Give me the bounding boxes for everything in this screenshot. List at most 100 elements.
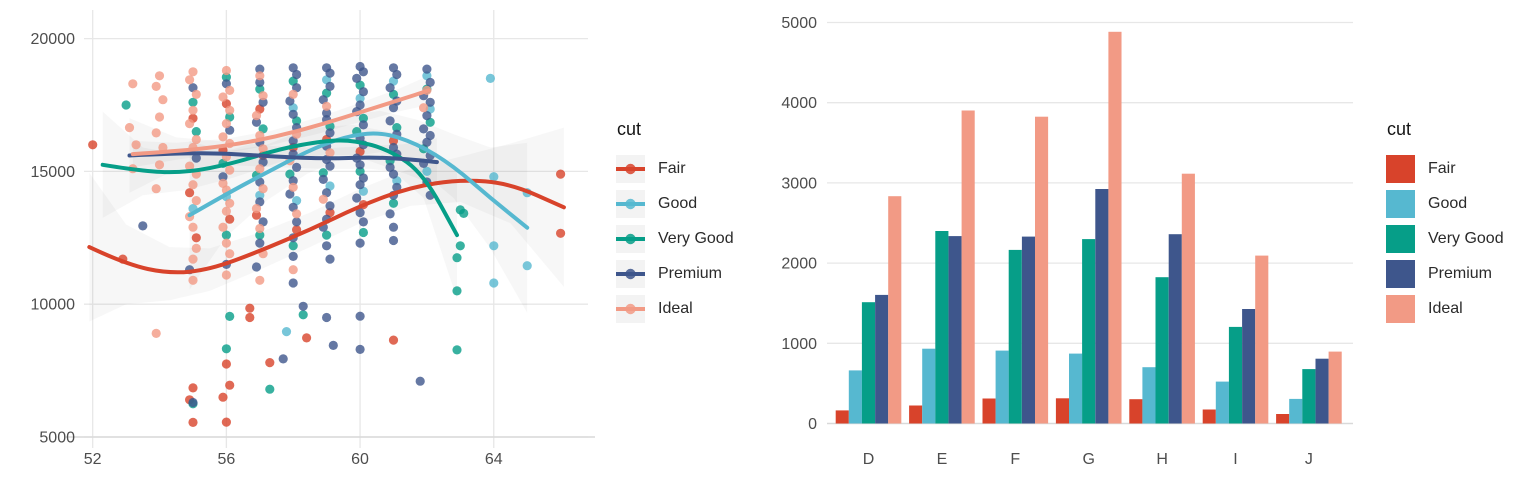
bar (935, 231, 949, 424)
legend-label: Fair (658, 159, 686, 177)
legend-key-line-dot-icon (616, 294, 645, 323)
bar (1129, 399, 1143, 424)
legend-label: Ideal (658, 299, 693, 317)
bar (948, 236, 962, 424)
bar (1289, 398, 1303, 424)
smooth-line-premium (127, 151, 439, 165)
legend-item-ideal: Ideal (1386, 291, 1504, 326)
category-label: G (1082, 451, 1094, 468)
legend-key-line-dot-icon (616, 259, 645, 288)
smooth-line-good (187, 131, 530, 230)
scatter-legend-title: cut (617, 119, 642, 139)
legend-key-line-dot-icon (616, 154, 645, 183)
bar (1328, 351, 1342, 424)
legend-item-fair: Fair (1386, 151, 1504, 186)
bar (848, 370, 862, 424)
x-tick-label: 52 (84, 451, 102, 468)
y-tick-label: 20000 (31, 31, 76, 48)
smooth-line-fair (87, 178, 566, 275)
bar (1055, 398, 1070, 424)
bar (982, 398, 996, 424)
y-tick-label: 1000 (781, 336, 817, 353)
legend-label: Good (1428, 194, 1468, 212)
x-tick-label: 64 (485, 451, 503, 468)
points-ideal (124, 65, 432, 338)
bars-very-good (861, 231, 1316, 424)
bar (1242, 309, 1256, 424)
legend-item-ideal: Ideal (616, 291, 734, 326)
bar (1142, 367, 1156, 424)
legend-label: Premium (1428, 264, 1493, 282)
y-tick-label: 15000 (31, 164, 76, 181)
category-label: H (1156, 451, 1168, 468)
legend-label: Premium (658, 264, 723, 282)
legend-label: Good (658, 194, 698, 212)
bar (1155, 277, 1169, 424)
legend-item-premium: Premium (1386, 256, 1504, 291)
smooth-line-ideal (130, 88, 431, 157)
legend-item-good: Good (1386, 186, 1504, 221)
category-label: I (1233, 451, 1237, 468)
bar (1255, 255, 1269, 424)
legend-key-swatch-icon (1386, 154, 1415, 183)
bar (1202, 409, 1216, 424)
bar-x-tick-labels: D E F G H I J (863, 451, 1313, 468)
legend-key-swatch-icon (1386, 189, 1415, 218)
bar (1069, 353, 1083, 424)
y-tick-label: 3000 (781, 175, 817, 192)
bar (1228, 326, 1243, 424)
bar (875, 294, 889, 424)
bars-premium (875, 189, 1329, 424)
bar (1108, 31, 1122, 424)
y-tick-label: 10000 (31, 297, 76, 314)
bar (835, 410, 849, 424)
bar (1181, 173, 1195, 424)
bar-y-tick-labels: 0 1000 2000 3000 4000 5000 (781, 15, 817, 433)
y-tick-label: 5000 (781, 15, 817, 32)
bar (1315, 358, 1329, 424)
scatter-legend-items: Fair Good Very Good Premium Ideal (616, 151, 734, 326)
bar (1082, 239, 1096, 424)
bar-legend: cut Fair Good Very Good Premium Ideal (1386, 119, 1504, 326)
bar-chart: D E F G H I J 0 1000 2000 3000 4000 5000 (781, 15, 1353, 468)
y-tick-label: 4000 (781, 95, 817, 112)
scatter-x-tick-labels: 52 56 60 64 (84, 451, 503, 468)
bars-good (848, 348, 1303, 424)
category-label: D (863, 451, 875, 468)
legend-item-good: Good (616, 186, 734, 221)
bar (909, 405, 923, 424)
y-tick-label: 2000 (781, 256, 817, 273)
bar (888, 196, 902, 424)
legend-key-swatch-icon (1386, 224, 1415, 253)
legend-item-fair: Fair (616, 151, 734, 186)
scatter-chart: 52 56 60 64 5000 10000 15000 20000 (31, 10, 595, 468)
bar (922, 348, 936, 424)
bar (1302, 369, 1316, 424)
category-label: E (937, 451, 948, 468)
category-label: F (1010, 451, 1020, 468)
legend-label: Very Good (1428, 229, 1504, 247)
legend-key-swatch-icon (1386, 259, 1415, 288)
bar (1021, 236, 1036, 424)
legend-label: Fair (1428, 159, 1456, 177)
bar (1008, 249, 1022, 424)
x-tick-label: 60 (351, 451, 369, 468)
bar (1276, 414, 1290, 424)
legend-item-very-good: Very Good (1386, 221, 1504, 256)
bars-ideal (888, 31, 1342, 424)
bar (1035, 116, 1049, 424)
legend-key-line-dot-icon (616, 224, 645, 253)
bars-fair (835, 398, 1290, 424)
legend-key-swatch-icon (1386, 294, 1415, 323)
scatter-y-tick-labels: 5000 10000 15000 20000 (31, 31, 76, 446)
bar (1215, 381, 1229, 424)
bar (1168, 234, 1182, 424)
x-tick-label: 56 (217, 451, 235, 468)
scatter-legend: cut Fair Good Very Good Premium Ideal (616, 119, 734, 326)
y-tick-label: 5000 (39, 430, 75, 447)
legend-label: Very Good (658, 229, 734, 247)
legend-item-very-good: Very Good (616, 221, 734, 256)
bar (1095, 189, 1109, 424)
